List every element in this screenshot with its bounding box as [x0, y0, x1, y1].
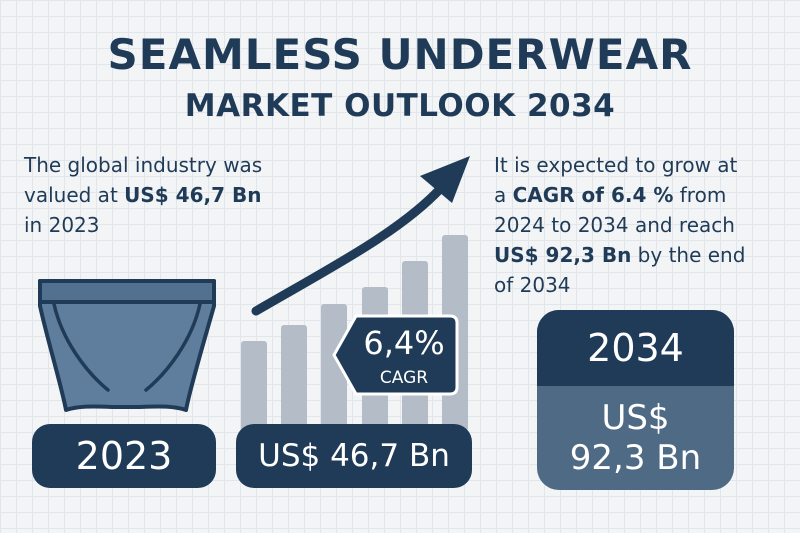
right-text-cagr: CAGR of 6.4 % — [512, 183, 674, 207]
year-2023-badge: 2023 — [32, 424, 216, 488]
growth-bar — [321, 304, 347, 431]
right-text-line1: It is expected to grow at — [494, 153, 738, 177]
underwear-icon — [38, 279, 216, 412]
cagr-badge: 6,4% CAGR — [332, 314, 459, 396]
right-text-line4-suffix: by the end — [631, 243, 746, 267]
right-text-value: US$ 92,3 Bn — [494, 243, 632, 267]
forecast-value: US$ 92,3 Bn — [537, 386, 734, 490]
right-text-line2-suffix: from — [673, 183, 727, 207]
cagr-label: CAGR — [379, 368, 429, 388]
growth-bar — [281, 325, 307, 431]
right-text-line3: 2024 to 2034 and reach — [494, 213, 735, 237]
right-text-line2-prefix: a — [494, 183, 513, 207]
trend-arrow-icon — [251, 156, 470, 316]
page-subtitle: MARKET OUTLOOK 2034 — [184, 88, 616, 124]
left-text-line1: The global industry was — [24, 153, 263, 177]
left-text-line2-prefix: valued at — [24, 183, 125, 207]
left-text-line3: in 2023 — [24, 213, 100, 237]
value-2023-badge: US$ 46,7 Bn — [236, 424, 472, 488]
left-text-value: US$ 46,7 Bn — [124, 183, 262, 207]
forecast-year: 2034 — [537, 310, 734, 386]
industry-value-text: The global industry was valued at US$ 46… — [24, 150, 314, 240]
right-text-line5: of 2034 — [494, 273, 571, 297]
growth-bar — [241, 341, 267, 431]
forecast-currency: US$ — [601, 398, 670, 438]
cagr-value: 6,4% — [363, 324, 445, 362]
forecast-2034-card: 2034 US$ 92,3 Bn — [537, 310, 734, 490]
page-title: SEAMLESS UNDERWEAR — [107, 30, 693, 79]
forecast-amount: 92,3 Bn — [569, 438, 702, 478]
growth-forecast-text: It is expected to grow at a CAGR of 6.4 … — [494, 150, 794, 300]
